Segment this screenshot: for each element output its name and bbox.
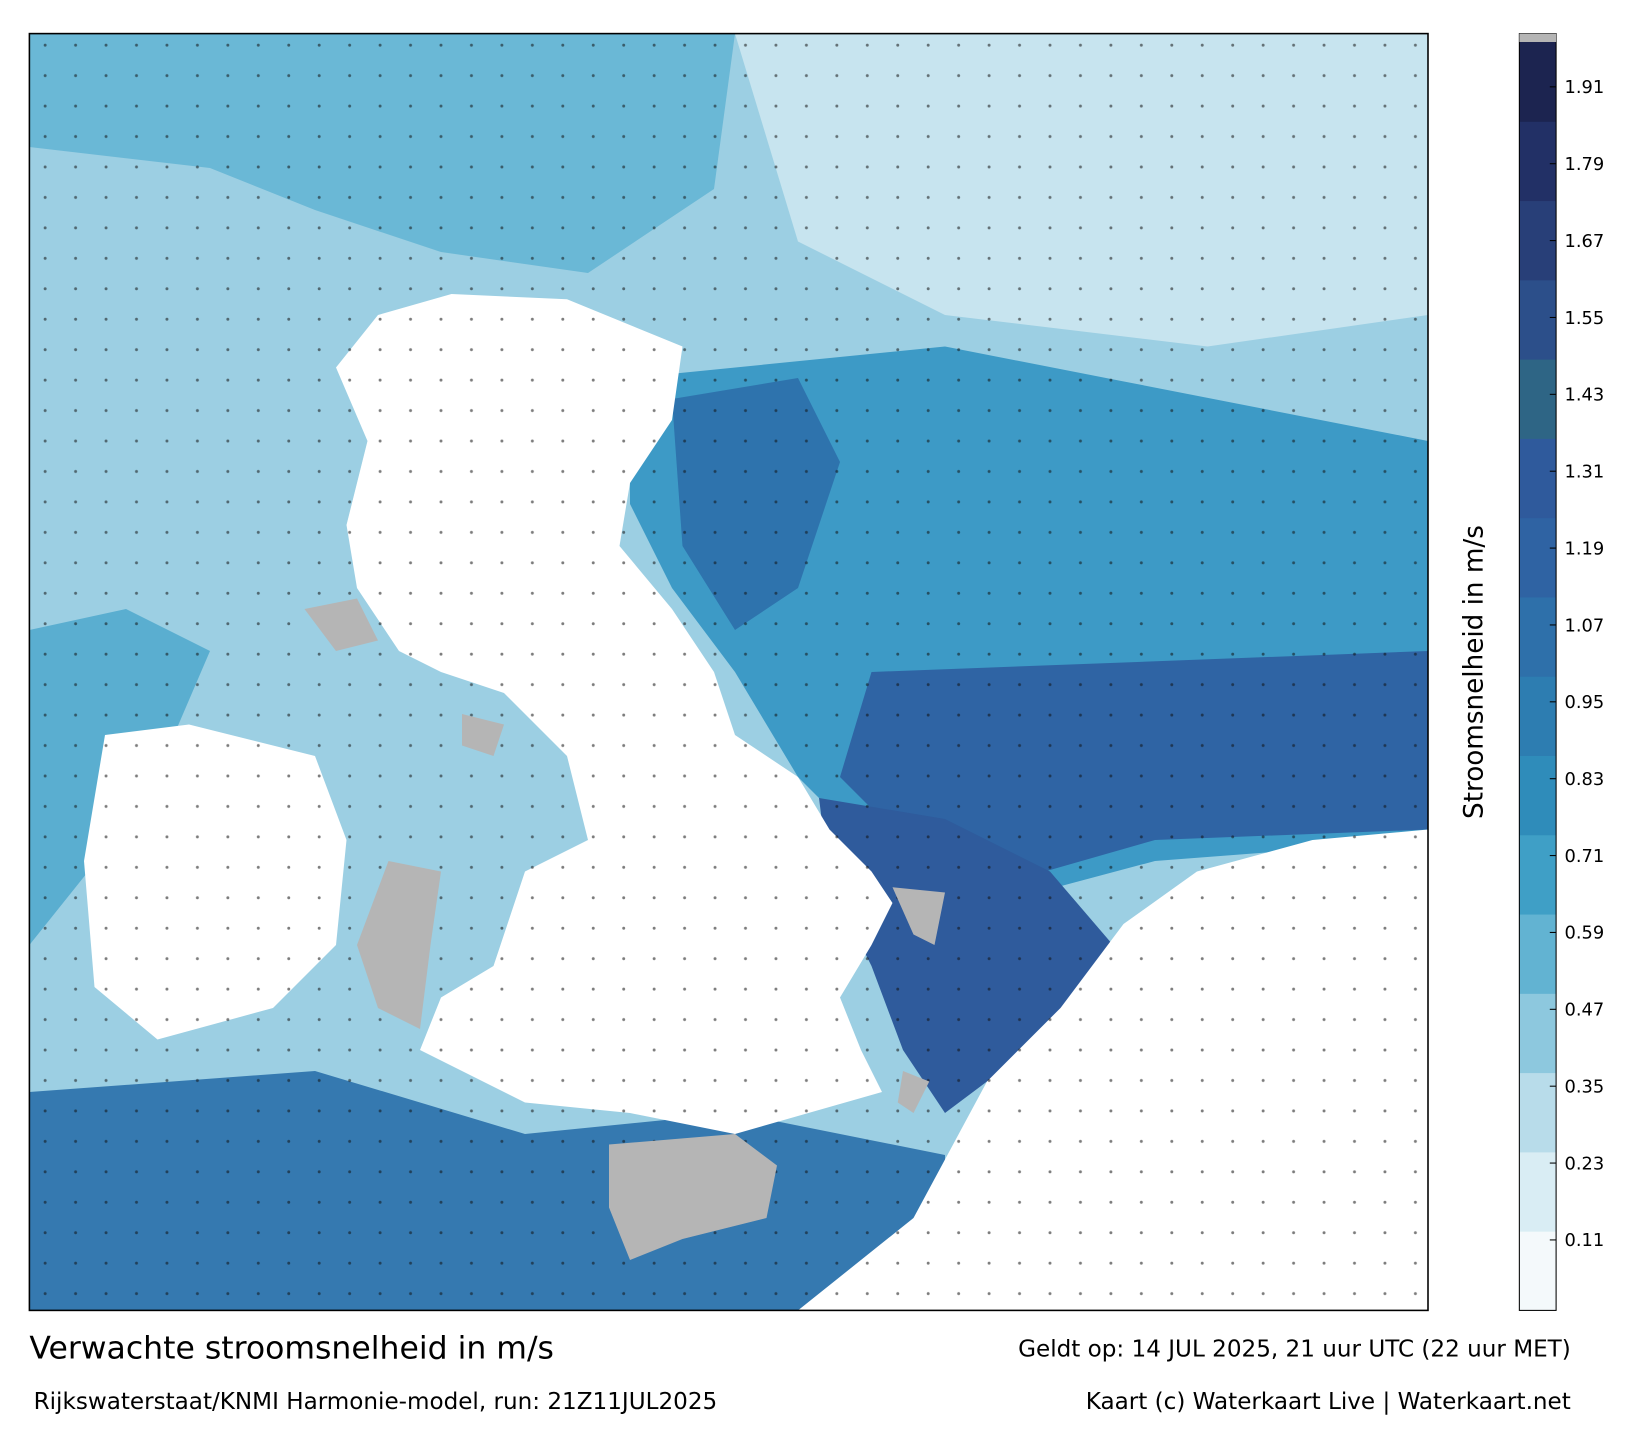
colorbar-tick-label: 0.59 [1564, 923, 1604, 944]
subtitle: Rijkswaterstaat/KNMI Harmonie-model, run… [34, 1389, 718, 1415]
island [461, 713, 504, 756]
island [609, 1134, 777, 1260]
map-layer: 0.11 0.23 0.35 0.47 0.59 0.71 0.83 0.95 1.07 1.19… [28, 32, 1604, 1415]
colorbar-tick-label: 1.79 [1564, 154, 1604, 175]
colorbar-tick-label: 1.43 [1564, 385, 1604, 406]
colorbar-band [1519, 1231, 1557, 1311]
colorbar-band [1519, 359, 1557, 439]
island [304, 598, 378, 651]
colorbar-band [1519, 438, 1557, 519]
colorbar-tick-label: 0.35 [1564, 1076, 1604, 1097]
colorbar-tick-label: 0.71 [1564, 846, 1604, 867]
colorbar-band [1519, 42, 1557, 122]
colorbar-band [1519, 914, 1557, 994]
colorbar-tick-label: 1.67 [1564, 231, 1604, 252]
colorbar-tick-label: 0.83 [1564, 769, 1604, 790]
credit: Kaart (c) Waterkaart Live | Waterkaart.n… [1086, 1389, 1571, 1415]
colorbar-tick-label: 1.55 [1564, 308, 1604, 329]
colorbar-band [1519, 834, 1557, 915]
island [892, 887, 945, 945]
colorbar-band [1519, 993, 1557, 1074]
map-area [29, 33, 1428, 1311]
colorbar-band [1519, 596, 1557, 677]
colorbar-band [1519, 676, 1557, 756]
valid-time: Geldt op: 14 JUL 2025, 21 uur UTC (22 uu… [1018, 1337, 1571, 1363]
colorbar: 0.11 0.23 0.35 0.47 0.59 0.71 0.83 0.95 1.07 1.19… [1518, 33, 1604, 1311]
island [356, 860, 441, 1029]
current-grid [29, 33, 1428, 1311]
colorbar-label: Stroomsnelheid in m/s [1460, 525, 1490, 819]
colorbar-tick-label: 0.47 [1564, 1000, 1604, 1021]
colorbar-band [1519, 1072, 1557, 1153]
colorbar-tick-label: 0.11 [1564, 1230, 1604, 1251]
colorbar-tick-label: 1.19 [1564, 538, 1604, 559]
colorbar-band [1519, 279, 1557, 360]
map-title: Verwachte stroomsnelheid in m/s [29, 1331, 554, 1367]
island [897, 1071, 930, 1113]
colorbar-tick-label: 1.07 [1564, 615, 1604, 636]
colorbar-tick-label: 0.95 [1564, 692, 1604, 713]
colorbar-band [1519, 1151, 1557, 1232]
colorbar-tick-label: 1.91 [1564, 77, 1604, 98]
map-frame [28, 32, 1429, 1312]
colorbar-band [1519, 755, 1557, 836]
colorbar-tick-label: 1.31 [1564, 462, 1604, 483]
colorbar-tick-label: 0.23 [1564, 1153, 1604, 1174]
colorbar-band [1519, 517, 1557, 598]
colorbar-cap [1519, 33, 1557, 42]
colorbar-band [1519, 121, 1557, 202]
